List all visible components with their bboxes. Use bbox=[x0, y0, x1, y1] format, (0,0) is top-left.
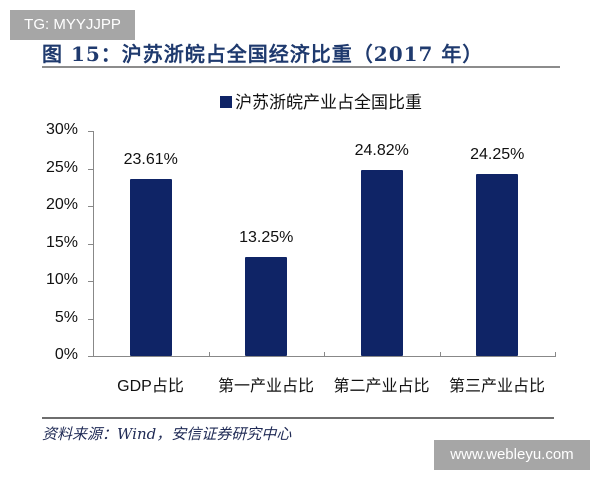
bar bbox=[476, 174, 519, 356]
legend-label: 沪苏浙皖产业占全国比重 bbox=[235, 93, 422, 112]
legend-swatch-icon bbox=[220, 96, 232, 108]
x-tick bbox=[555, 352, 556, 357]
y-tick bbox=[88, 131, 93, 132]
bar-value-label: 24.25% bbox=[470, 146, 525, 164]
figure-title: 图 15：沪苏浙皖占全国经济比重（2017 年） bbox=[42, 42, 484, 66]
source-note: 资料来源：Wind，安信证券研究中心 bbox=[42, 425, 292, 443]
y-tick-label: 5% bbox=[54, 308, 78, 326]
bar bbox=[245, 256, 288, 356]
y-tick-label: 30% bbox=[45, 121, 78, 138]
bar-value-label: 24.82% bbox=[354, 141, 409, 159]
x-tick bbox=[93, 352, 94, 357]
x-tick bbox=[208, 352, 210, 357]
y-tick bbox=[88, 318, 93, 320]
y-tick bbox=[88, 243, 93, 245]
x-category-label: GDP占比 bbox=[117, 378, 184, 395]
watermark-bottom-right: www.webleyu.com bbox=[434, 440, 590, 470]
y-tick bbox=[88, 356, 93, 357]
x-tick bbox=[439, 352, 441, 357]
y-tick-label: 25% bbox=[45, 158, 78, 176]
y-tick-label: 20% bbox=[45, 196, 78, 213]
x-category-label: 第二产业占比 bbox=[333, 378, 430, 395]
x-category-label: 第三产业占比 bbox=[448, 378, 545, 395]
y-axis bbox=[93, 131, 94, 356]
bar-value-label: 23.61% bbox=[123, 150, 178, 168]
y-tick bbox=[88, 281, 93, 282]
y-tick bbox=[88, 206, 93, 207]
x-category-label: 第一产业占比 bbox=[217, 378, 314, 395]
title-divider bbox=[42, 66, 560, 68]
y-tick-label: 10% bbox=[45, 271, 78, 288]
x-tick bbox=[324, 352, 325, 357]
y-tick-label: 0% bbox=[54, 346, 78, 363]
y-tick-label: 15% bbox=[45, 233, 78, 251]
watermark-top-left: TG: MYYJJPP bbox=[10, 10, 135, 40]
y-tick bbox=[88, 168, 93, 170]
bar bbox=[360, 169, 403, 356]
source-divider bbox=[42, 417, 554, 419]
chart-legend: 沪苏浙皖产业占全国比重 bbox=[220, 88, 422, 113]
bar bbox=[129, 178, 172, 356]
bar-value-label: 13.25% bbox=[239, 228, 294, 246]
